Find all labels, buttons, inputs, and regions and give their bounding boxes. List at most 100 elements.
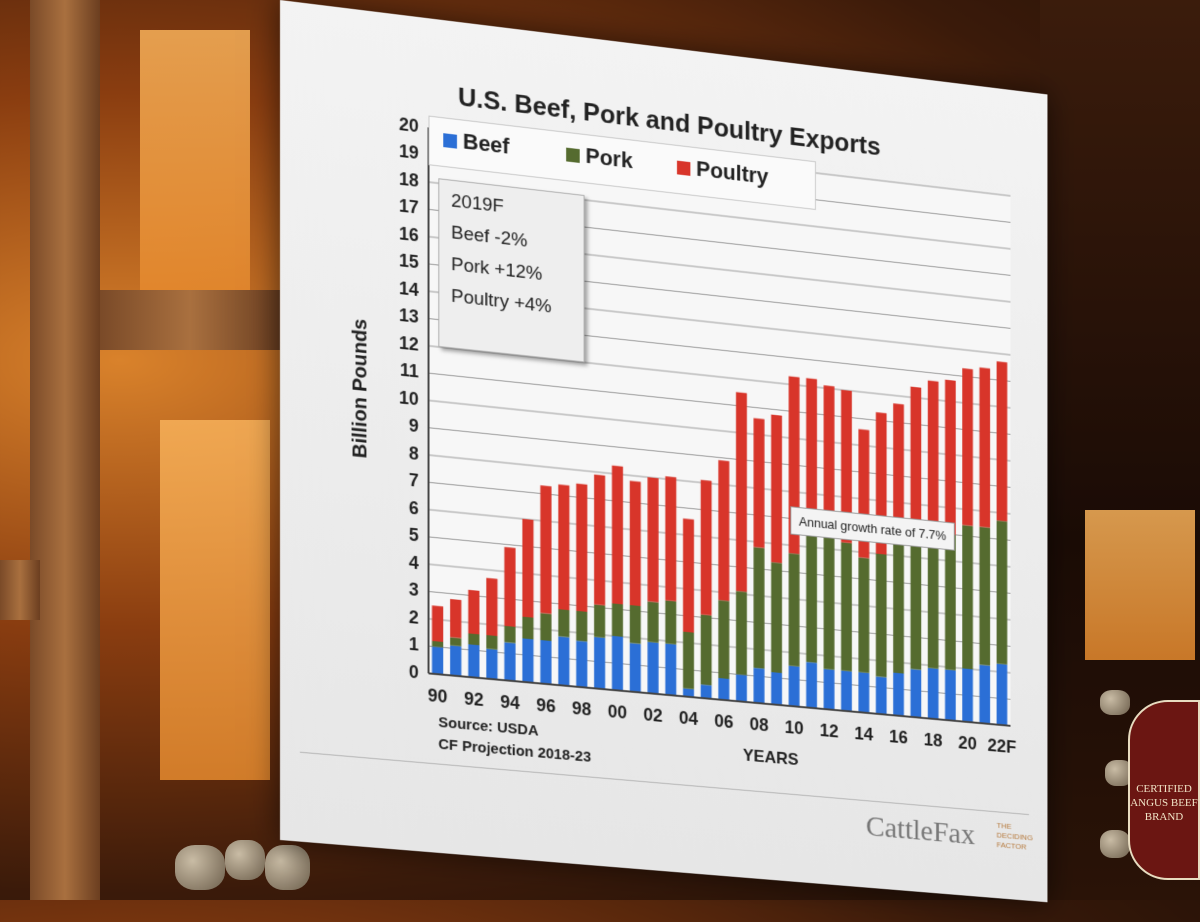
bar-beef-97 — [558, 636, 569, 686]
bar-beef-00 — [612, 636, 623, 691]
bar-pork-15 — [876, 554, 887, 678]
bar-beef-90 — [432, 646, 443, 674]
bar-pork-06 — [718, 600, 729, 679]
bar-pork-09 — [771, 562, 782, 673]
bar-beef-93 — [486, 649, 497, 680]
certified-angus-beef-logo: CERTIFIED ANGUS BEEF BRAND — [1128, 700, 1200, 880]
bar-pork-05 — [701, 614, 712, 685]
y-tick-label: 15 — [399, 251, 419, 273]
bar-poultry-05 — [701, 480, 712, 616]
legend-item-pork: Pork — [566, 141, 633, 174]
bar-poultry-93 — [486, 578, 497, 636]
lit-wall-panel — [140, 30, 250, 290]
x-tick-label: 98 — [572, 698, 591, 719]
bar-pork-22F — [997, 520, 1008, 664]
bar-pork-11 — [806, 536, 817, 663]
wooden-beam — [100, 290, 280, 350]
bar-poultry-99 — [594, 474, 605, 605]
bar-poultry-06 — [718, 460, 729, 601]
bar-pork-93 — [486, 635, 497, 650]
y-tick-label: 16 — [399, 223, 419, 245]
stone — [175, 845, 225, 890]
x-tick-label: 22F — [988, 735, 1017, 757]
bar-pork-91 — [450, 637, 461, 646]
pork-swatch-icon — [566, 148, 580, 163]
slide: 0 1 2 3 4 5 6 7 8 9 10 11 12 13 14 15 16 17 18 19 20 90 92 94 96… — [280, 0, 1047, 902]
bar-poultry-96 — [540, 485, 551, 614]
bar-pork-17 — [911, 530, 922, 669]
bar-poultry-02 — [648, 477, 659, 602]
bar-beef-01 — [630, 643, 641, 693]
bar-beef-10 — [789, 666, 800, 707]
y-tick-label: 10 — [399, 387, 419, 409]
bar-beef-08 — [754, 668, 765, 704]
bar-poultry-20 — [962, 368, 973, 526]
forecast-beef: Beef -2% — [451, 222, 572, 257]
bar-poultry-08 — [754, 418, 765, 548]
y-tick-label: 1 — [409, 634, 419, 655]
wooden-beam — [0, 560, 40, 620]
bar-pork-16 — [893, 539, 904, 673]
stone — [225, 840, 265, 880]
bar-pork-96 — [540, 613, 551, 641]
bar-pork-14 — [858, 557, 869, 673]
bar-beef-92 — [468, 644, 479, 678]
x-tick-label: 90 — [428, 685, 448, 707]
bar-beef-21 — [979, 665, 990, 724]
y-tick-label: 13 — [399, 305, 419, 327]
bar-beef-03 — [665, 643, 676, 695]
x-tick-label: 04 — [679, 708, 698, 729]
x-tick-label: 14 — [854, 723, 873, 744]
bar-pork-08 — [754, 547, 765, 669]
x-tick-label: 10 — [785, 717, 804, 738]
bar-pork-99 — [594, 604, 605, 638]
bar-poultry-01 — [630, 481, 641, 606]
y-tick-label: 11 — [400, 360, 419, 382]
bar-beef-95 — [522, 638, 533, 682]
bar-poultry-21 — [979, 367, 990, 527]
x-tick-label: 08 — [750, 714, 769, 735]
badge-line: BRAND — [1130, 810, 1198, 824]
bar-beef-98 — [576, 641, 587, 688]
y-tick-label: 18 — [399, 169, 419, 191]
y-tick-label: 19 — [399, 141, 419, 163]
bar-beef-13 — [841, 670, 852, 711]
bar-poultry-94 — [504, 547, 515, 627]
bar-pork-98 — [576, 611, 587, 642]
lit-wall-panel — [1085, 510, 1195, 660]
bar-pork-94 — [504, 626, 515, 643]
forecast-heading: 2019F — [451, 191, 572, 227]
brand-tagline: THE DECIDING FACTOR — [997, 821, 1033, 853]
lit-wall-panel — [160, 420, 270, 780]
y-tick-label: 20 — [399, 114, 419, 136]
bar-beef-17 — [911, 669, 922, 718]
bar-beef-02 — [648, 642, 659, 694]
bar-pork-92 — [468, 633, 479, 645]
bar-poultry-22F — [997, 361, 1008, 521]
bar-pork-02 — [648, 601, 659, 643]
bar-beef-14 — [858, 672, 869, 713]
bar-poultry-17 — [911, 387, 922, 532]
bar-pork-07 — [736, 591, 747, 675]
bar-beef-11 — [806, 662, 817, 708]
bar-pork-03 — [665, 600, 676, 644]
forecast-pork: Pork +12% — [451, 254, 572, 289]
bar-beef-18 — [928, 668, 939, 720]
bar-pork-90 — [432, 641, 443, 647]
x-tick-label: 92 — [464, 689, 484, 710]
y-tick-label: 3 — [409, 580, 419, 601]
poultry-swatch-icon — [677, 161, 690, 176]
bar-beef-05 — [701, 684, 712, 698]
bar-pork-12 — [824, 535, 835, 670]
stone — [1100, 830, 1130, 858]
y-tick-label: 14 — [399, 278, 419, 300]
bar-poultry-95 — [522, 519, 533, 618]
bar-poultry-09 — [771, 415, 782, 564]
y-tick-label: 7 — [409, 470, 419, 491]
y-tick-label: 8 — [409, 443, 419, 464]
bar-pork-21 — [979, 527, 990, 666]
y-tick-label: 12 — [399, 333, 419, 355]
bar-pork-19 — [945, 534, 956, 671]
y-tick-label: 2 — [409, 607, 419, 628]
x-tick-label: 20 — [958, 733, 977, 754]
